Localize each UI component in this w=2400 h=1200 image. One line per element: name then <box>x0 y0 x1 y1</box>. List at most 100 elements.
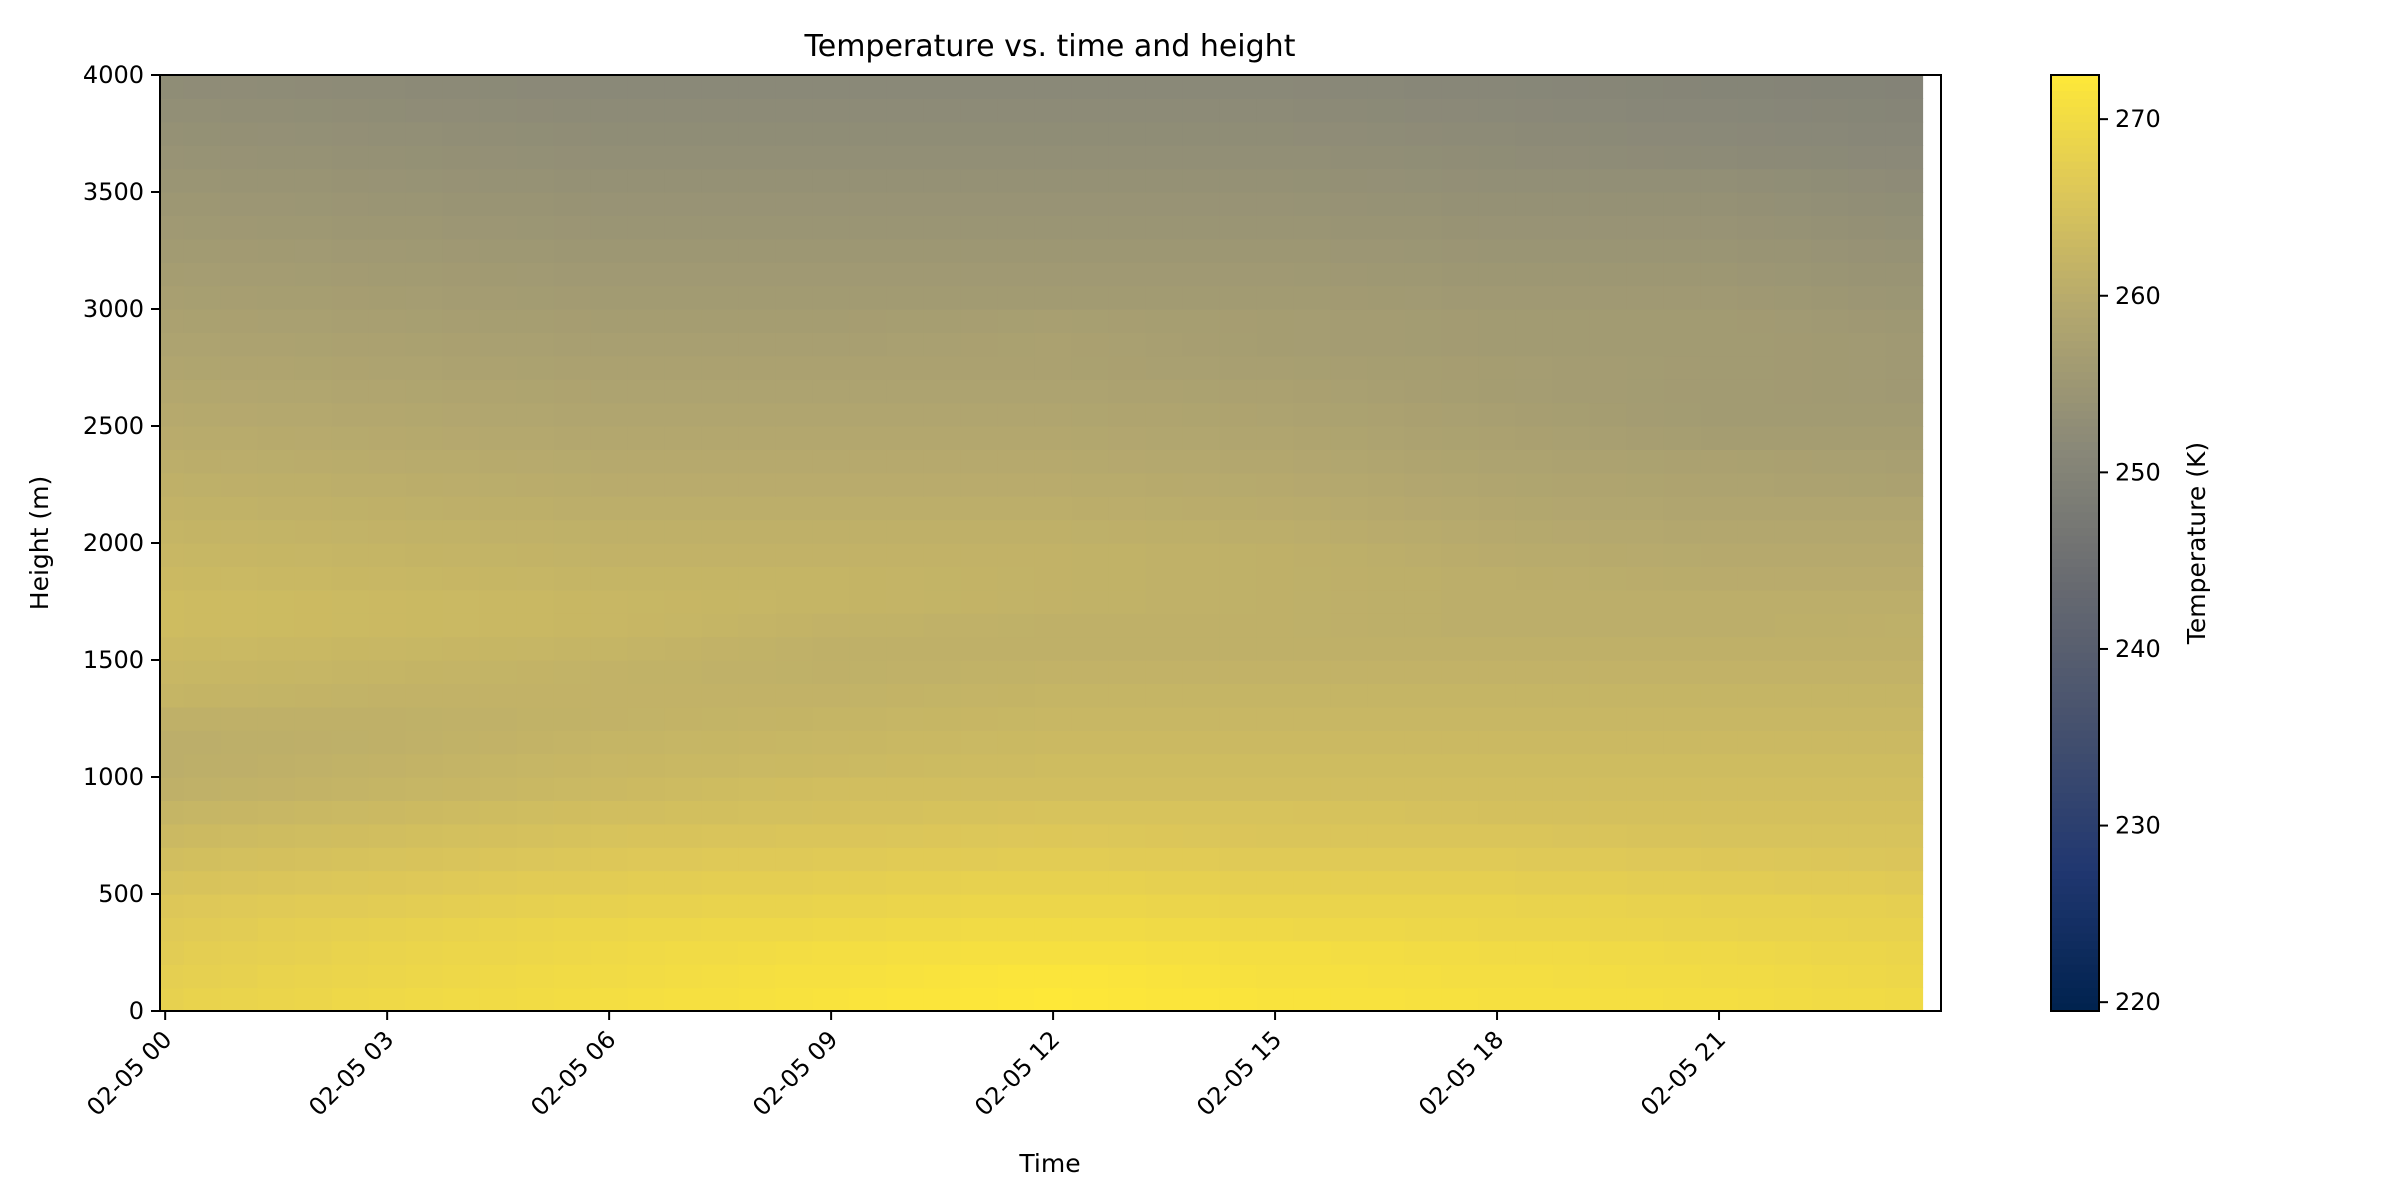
heatmap-cell <box>1478 426 1517 450</box>
colorbar-segment <box>2051 496 2099 505</box>
heatmap-cell <box>183 121 222 146</box>
heatmap-cell <box>1700 355 1739 380</box>
heatmap-cell <box>812 683 851 708</box>
heatmap-cell <box>923 730 962 755</box>
heatmap-cell <box>1293 940 1332 965</box>
heatmap-cell <box>849 449 888 474</box>
heatmap-cell <box>1219 987 1258 1012</box>
heatmap-cell <box>1626 823 1665 848</box>
heatmap-cell <box>590 426 629 450</box>
heatmap-cell <box>1700 613 1739 638</box>
heatmap-cell <box>738 449 777 474</box>
heatmap-cell <box>960 168 999 193</box>
heatmap-cell <box>1182 706 1221 731</box>
heatmap-cell <box>516 285 555 310</box>
heatmap-cell <box>553 730 592 755</box>
heatmap-cell <box>1404 449 1443 474</box>
heatmap-cell <box>1293 121 1332 146</box>
heatmap-cell <box>331 753 370 778</box>
heatmap-cell <box>1404 168 1443 193</box>
heatmap-cell <box>960 987 999 1012</box>
heatmap-cell <box>1219 98 1258 123</box>
heatmap-cell <box>1145 168 1184 193</box>
heatmap-cell <box>553 168 592 193</box>
heatmap-cell <box>1034 332 1073 357</box>
heatmap-cell <box>812 426 851 450</box>
colorbar-segment <box>2051 426 2099 435</box>
heatmap-cell <box>1034 262 1073 287</box>
colorbar-segment <box>2051 192 2099 201</box>
heatmap-cell <box>257 660 296 684</box>
heatmap-cell <box>1071 402 1110 427</box>
heatmap-cell <box>701 870 740 895</box>
heatmap-cell <box>1034 730 1073 755</box>
heatmap-cell <box>553 285 592 310</box>
colorbar-segment <box>2051 309 2099 318</box>
heatmap-cell <box>1071 449 1110 474</box>
heatmap-cell <box>812 847 851 872</box>
y-tick-label: 500 <box>98 880 144 908</box>
heatmap-cell <box>1700 496 1739 521</box>
heatmap-cell <box>1441 168 1480 193</box>
heatmap-cell <box>1478 636 1517 661</box>
heatmap-cell <box>1145 660 1184 684</box>
heatmap-cell <box>960 613 999 638</box>
heatmap-cell <box>590 964 629 989</box>
heatmap-cell <box>1034 870 1073 895</box>
heatmap-cell <box>1367 636 1406 661</box>
heatmap-cell <box>701 894 740 918</box>
heatmap-cell <box>1811 543 1850 567</box>
heatmap-cell <box>1515 379 1554 404</box>
heatmap-cell <box>1330 917 1369 942</box>
colorbar-segment <box>2051 262 2099 271</box>
heatmap-cell <box>701 940 740 965</box>
heatmap-cell <box>294 332 333 357</box>
heatmap-cell <box>1256 192 1295 216</box>
heatmap-cell <box>1737 519 1776 544</box>
heatmap-cell <box>294 426 333 450</box>
colorbar-segment <box>2051 862 2099 872</box>
heatmap-cell <box>812 660 851 684</box>
heatmap-cell <box>331 215 370 240</box>
heatmap-cell <box>627 800 666 825</box>
heatmap-cell <box>183 543 222 567</box>
heatmap-cell <box>294 543 333 567</box>
heatmap-cell <box>1330 753 1369 778</box>
heatmap-cell <box>220 238 259 263</box>
colorbar-segment <box>2051 75 2099 84</box>
colorbar-segment <box>2051 457 2099 466</box>
heatmap-cell <box>997 964 1036 989</box>
heatmap-cell <box>1034 706 1073 731</box>
heatmap-cell <box>553 402 592 427</box>
heatmap-cell <box>405 917 444 942</box>
heatmap-cell <box>886 847 925 872</box>
heatmap-cell <box>1034 847 1073 872</box>
heatmap-cell <box>701 168 740 193</box>
colorbar-segment <box>2051 574 2099 583</box>
heatmap-cell <box>1330 192 1369 216</box>
heatmap-cell <box>664 753 703 778</box>
heatmap-cell <box>849 379 888 404</box>
heatmap-cell <box>775 145 814 170</box>
heatmap-cell <box>1811 379 1850 404</box>
heatmap-cell <box>553 636 592 661</box>
heatmap-cell <box>1145 917 1184 942</box>
heatmap-cell <box>1293 168 1332 193</box>
heatmap-cell <box>1145 519 1184 544</box>
heatmap-cell <box>849 917 888 942</box>
heatmap-cell <box>1441 285 1480 310</box>
x-tick-label: 02-05 21 <box>1635 1025 1731 1121</box>
heatmap-cell <box>1515 355 1554 380</box>
heatmap-cell <box>1774 449 1813 474</box>
colorbar-segment <box>2051 98 2099 107</box>
heatmap-cell <box>1108 168 1147 193</box>
heatmap-cell <box>997 215 1036 240</box>
heatmap-cell <box>590 332 629 357</box>
heatmap-cell <box>479 683 518 708</box>
heatmap-cell <box>738 894 777 918</box>
heatmap-cell <box>331 262 370 287</box>
heatmap-cell <box>1219 636 1258 661</box>
heatmap-cell <box>183 894 222 918</box>
heatmap-cell <box>812 800 851 825</box>
heatmap-cell <box>923 309 962 333</box>
